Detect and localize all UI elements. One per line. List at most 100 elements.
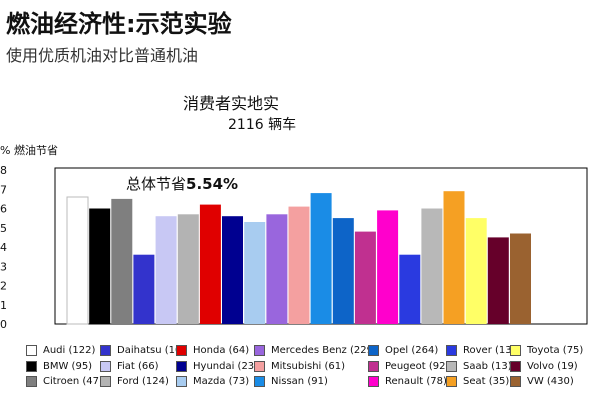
legend-item: Mitsubishi (61) [254, 359, 345, 373]
y-tick-label: 7 [0, 183, 7, 196]
legend-label: Saab (13) [463, 360, 512, 372]
legend-label: Renault (78) [385, 375, 447, 387]
legend-item: Rover (13) [446, 343, 516, 357]
legend-label: VW (430) [527, 375, 574, 387]
bar [510, 233, 531, 324]
legend-swatch [446, 375, 457, 387]
legend-item: VW (430) [510, 374, 574, 388]
y-tick-label: 0 [0, 318, 7, 331]
legend-swatch [100, 375, 111, 387]
bar [222, 216, 243, 324]
legend-label: Hyundai (23) [193, 360, 259, 372]
legend-swatch [100, 360, 111, 372]
legend-label: Mazda (73) [193, 375, 250, 387]
legend-item: Honda (64) [176, 343, 249, 357]
bar [177, 214, 199, 324]
survey-label: 消费者实地实 [183, 94, 280, 113]
y-axis-label: % 燃油节省 [0, 144, 58, 157]
bar [266, 214, 288, 324]
legend-item: Seat (35) [446, 374, 509, 388]
chart-title-text: 总体节省 [126, 175, 186, 193]
bar [399, 254, 421, 324]
legend-swatch [510, 375, 521, 387]
legend-item: Volvo (19) [510, 359, 578, 373]
legend-item: Audi (122) [26, 343, 95, 357]
bar [377, 210, 399, 324]
legend-swatch [254, 360, 265, 372]
legend-label: Seat (35) [463, 375, 510, 387]
bar [487, 237, 509, 324]
legend-swatch [368, 360, 379, 372]
y-tick-label: 1 [0, 299, 7, 312]
legend-swatch [100, 344, 111, 356]
legend-swatch [368, 375, 379, 387]
legend-item: Ford (124) [100, 374, 169, 388]
bar [111, 198, 133, 324]
bar-group [66, 191, 531, 325]
legend-item: Toyota (75) [510, 343, 583, 357]
y-tick-label: 5 [0, 222, 7, 235]
legend-label: Peugeot (92) [385, 360, 450, 372]
y-tick-label: 8 [0, 164, 7, 177]
y-tick-label: 2 [0, 280, 7, 293]
legend-label: Volvo (19) [527, 360, 578, 372]
legend-swatch [510, 360, 521, 372]
bar [465, 218, 487, 324]
legend-item: Opel (264) [368, 343, 438, 357]
legend-swatch [254, 375, 265, 387]
bar [66, 196, 89, 325]
bar [310, 193, 332, 324]
page-title: 燃油经济性:示范实验 [6, 10, 232, 38]
legend-label: BMW (95) [43, 360, 93, 372]
legend-swatch [176, 344, 187, 356]
legend-item: Fiat (66) [100, 359, 159, 373]
page-subtitle: 使用优质机油对比普通机油 [6, 46, 199, 65]
y-axis-ticks: 0 1 2 3 4 5 6 7 8 [0, 164, 7, 331]
bar [133, 254, 155, 324]
bar-chart: 0 1 2 3 4 5 6 7 8 总体节省5.54% [0, 164, 588, 331]
legend-swatch [368, 344, 379, 356]
bar [155, 216, 177, 324]
legend-item: Hyundai (23) [176, 359, 258, 373]
legend-swatch [446, 360, 457, 372]
legend-label: Audi (122) [43, 344, 96, 356]
bar [199, 204, 221, 324]
legend-label: Honda (64) [193, 344, 250, 356]
legend-swatch [26, 375, 37, 387]
bar [332, 218, 354, 324]
y-tick-label: 3 [0, 260, 7, 273]
legend-item: Daihatsu (10) [100, 343, 185, 357]
legend-item: Peugeot (92) [368, 359, 449, 373]
vehicle-count: 2116 辆车 [228, 117, 297, 133]
legend-item: Renault (78) [368, 374, 447, 388]
legend-swatch [26, 344, 37, 356]
legend-swatch [254, 344, 265, 356]
legend-item: Nissan (91) [254, 374, 328, 388]
y-tick-label: 4 [0, 241, 7, 254]
bar [354, 231, 376, 324]
chart-title: 总体节省5.54% [126, 175, 238, 193]
legend-label: Opel (264) [385, 344, 439, 356]
bar [244, 222, 266, 324]
legend-label: Mitsubishi (61) [271, 360, 346, 372]
legend-swatch [176, 375, 187, 387]
y-tick-label: 6 [0, 203, 7, 216]
legend-label: Citroen (47) [43, 375, 103, 387]
legend-swatch [26, 360, 37, 372]
bar [421, 208, 443, 324]
chart-legend: Audi (122) BMW (95) Citroen (47) Daihatsu (… [26, 343, 600, 415]
legend-swatch [446, 344, 457, 356]
bar [443, 191, 465, 324]
legend-label: Toyota (75) [527, 344, 584, 356]
legend-item: Saab (13) [446, 359, 512, 373]
legend-label: Rover (13) [463, 344, 516, 356]
legend-item: Mazda (73) [176, 374, 249, 388]
legend-label: Nissan (91) [271, 375, 328, 387]
legend-item: Citroen (47) [26, 374, 103, 388]
chart-title-value: 5.54% [186, 175, 238, 193]
bar [288, 206, 310, 324]
bar [89, 208, 111, 324]
legend-label: Ford (124) [117, 375, 169, 387]
legend-swatch [510, 344, 521, 356]
legend-item: BMW (95) [26, 359, 92, 373]
